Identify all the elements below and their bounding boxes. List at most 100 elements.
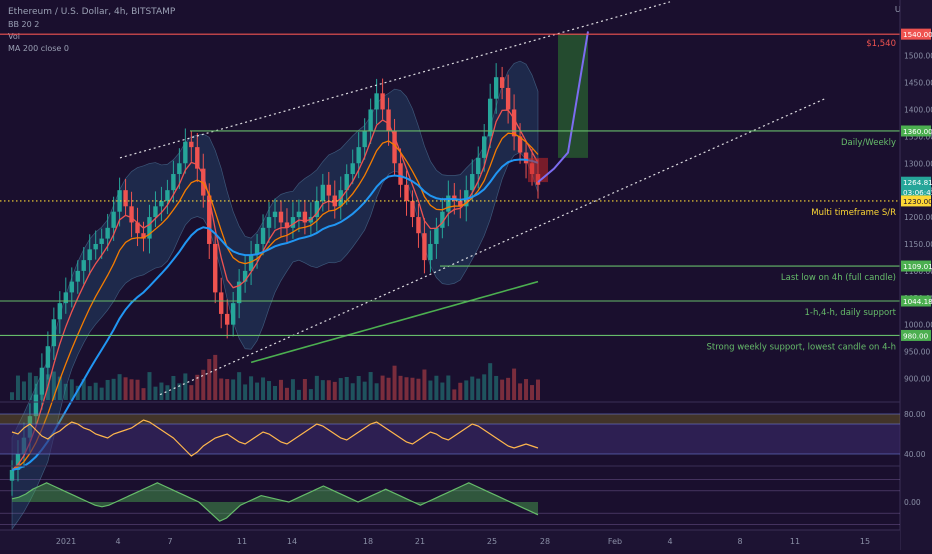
candle-body <box>344 174 349 191</box>
volume-bar <box>255 382 260 400</box>
volume-bar <box>141 388 146 400</box>
x-tick-label: 8 <box>737 537 742 546</box>
volume-bar <box>135 379 140 400</box>
y-tick-label: 1350.00 <box>904 132 932 141</box>
level-label: Strong weekly support, lowest candle on … <box>706 342 896 352</box>
candle-body <box>219 292 224 314</box>
volume-bar <box>189 385 194 400</box>
candle-body <box>374 93 379 110</box>
volume-bar <box>410 377 415 400</box>
volume-bar <box>512 368 517 400</box>
volume-bar <box>326 380 331 400</box>
candle-body <box>440 211 445 228</box>
volume-bar <box>267 381 272 400</box>
volume-bar <box>488 363 493 400</box>
volume-bar <box>458 382 463 400</box>
volume-bar <box>350 383 355 400</box>
price-badge-label: 1540.00 <box>903 30 932 39</box>
volume-bar <box>159 382 164 400</box>
volume-bar <box>69 379 74 400</box>
volume-bar <box>308 389 313 400</box>
volume-bar <box>530 385 535 400</box>
candle-body <box>350 163 355 175</box>
volume-bar <box>476 378 481 400</box>
candle-body <box>523 152 529 164</box>
oscillator-top-tick: 80.00 <box>904 410 926 419</box>
volume-bar <box>63 383 68 400</box>
volume-bar <box>386 377 391 400</box>
ema-mid-line <box>11 132 539 471</box>
candle-body <box>177 163 182 175</box>
candle-body <box>224 313 230 325</box>
price-badge-label: 1044.18 <box>903 297 932 306</box>
candle-body <box>201 168 206 196</box>
candle-body <box>45 346 51 368</box>
candle-body <box>314 200 320 218</box>
price-badge-label: 03:06:43 <box>903 188 932 197</box>
volume-bar <box>284 387 289 400</box>
price-badge <box>901 295 931 307</box>
y-tick-label: 900.00 <box>904 374 930 383</box>
volume-bar <box>183 373 188 400</box>
price-badge <box>901 329 931 341</box>
price-badge <box>901 28 931 40</box>
candle-body <box>87 249 92 261</box>
volume-bar <box>320 380 325 400</box>
x-tick-label: 4 <box>115 537 120 546</box>
volume-bar <box>225 379 230 400</box>
candle-body <box>183 141 188 164</box>
ema-slow-line <box>11 158 539 471</box>
candle-body <box>111 211 116 228</box>
volume-bar <box>506 377 511 400</box>
candle-body <box>9 469 15 481</box>
x-tick-label: 11 <box>790 537 800 546</box>
price-badge-label: 1109.01 <box>903 262 932 271</box>
indicator-line-1: BB 20 2 <box>8 20 39 29</box>
candle-body <box>356 147 361 164</box>
candle-body <box>260 227 266 244</box>
volume-bar <box>452 389 457 400</box>
volume-bar <box>290 379 295 400</box>
y-tick-label: 1150.00 <box>904 240 932 249</box>
candle-body <box>290 217 296 228</box>
volume-bar <box>195 374 200 400</box>
volume-bar <box>422 369 427 400</box>
oscillator-top-line <box>11 419 539 457</box>
volume-bar <box>362 381 367 400</box>
candle-body <box>416 217 421 234</box>
candle-body <box>254 243 260 255</box>
candle-body <box>476 157 481 175</box>
volume-bar <box>75 385 80 400</box>
candle-body <box>117 190 122 212</box>
candle-body <box>153 206 158 218</box>
volume-bar <box>440 382 445 400</box>
volume-bar <box>536 379 540 400</box>
volume-bar <box>171 375 176 400</box>
candle-body <box>57 303 63 320</box>
y-tick-label: 1450.00 <box>904 79 932 88</box>
candle-body <box>75 270 80 282</box>
candle-body <box>213 243 218 293</box>
level-label: $1,540 <box>866 39 896 49</box>
candle-body <box>284 222 290 228</box>
candle-body <box>99 238 104 244</box>
candle-body <box>362 130 367 148</box>
candle-body <box>93 243 98 250</box>
indicator-line-2: Vol <box>8 32 20 41</box>
volume-bar <box>314 375 319 400</box>
projection-path <box>537 31 589 183</box>
price-badge <box>901 186 931 198</box>
volume-bar <box>123 377 128 400</box>
level-label: Daily/Weekly <box>841 138 896 148</box>
volume-bar <box>219 378 224 400</box>
volume-bar <box>153 386 158 400</box>
candle-body <box>105 227 110 239</box>
volume-bar <box>21 381 26 400</box>
x-tick-label: 28 <box>540 537 550 546</box>
candle-body <box>470 174 475 191</box>
candle-body <box>487 98 493 137</box>
price-badge <box>901 260 931 272</box>
symbol-line: Ethereum / U.S. Dollar, 4h, BITSTAMP <box>8 7 176 17</box>
